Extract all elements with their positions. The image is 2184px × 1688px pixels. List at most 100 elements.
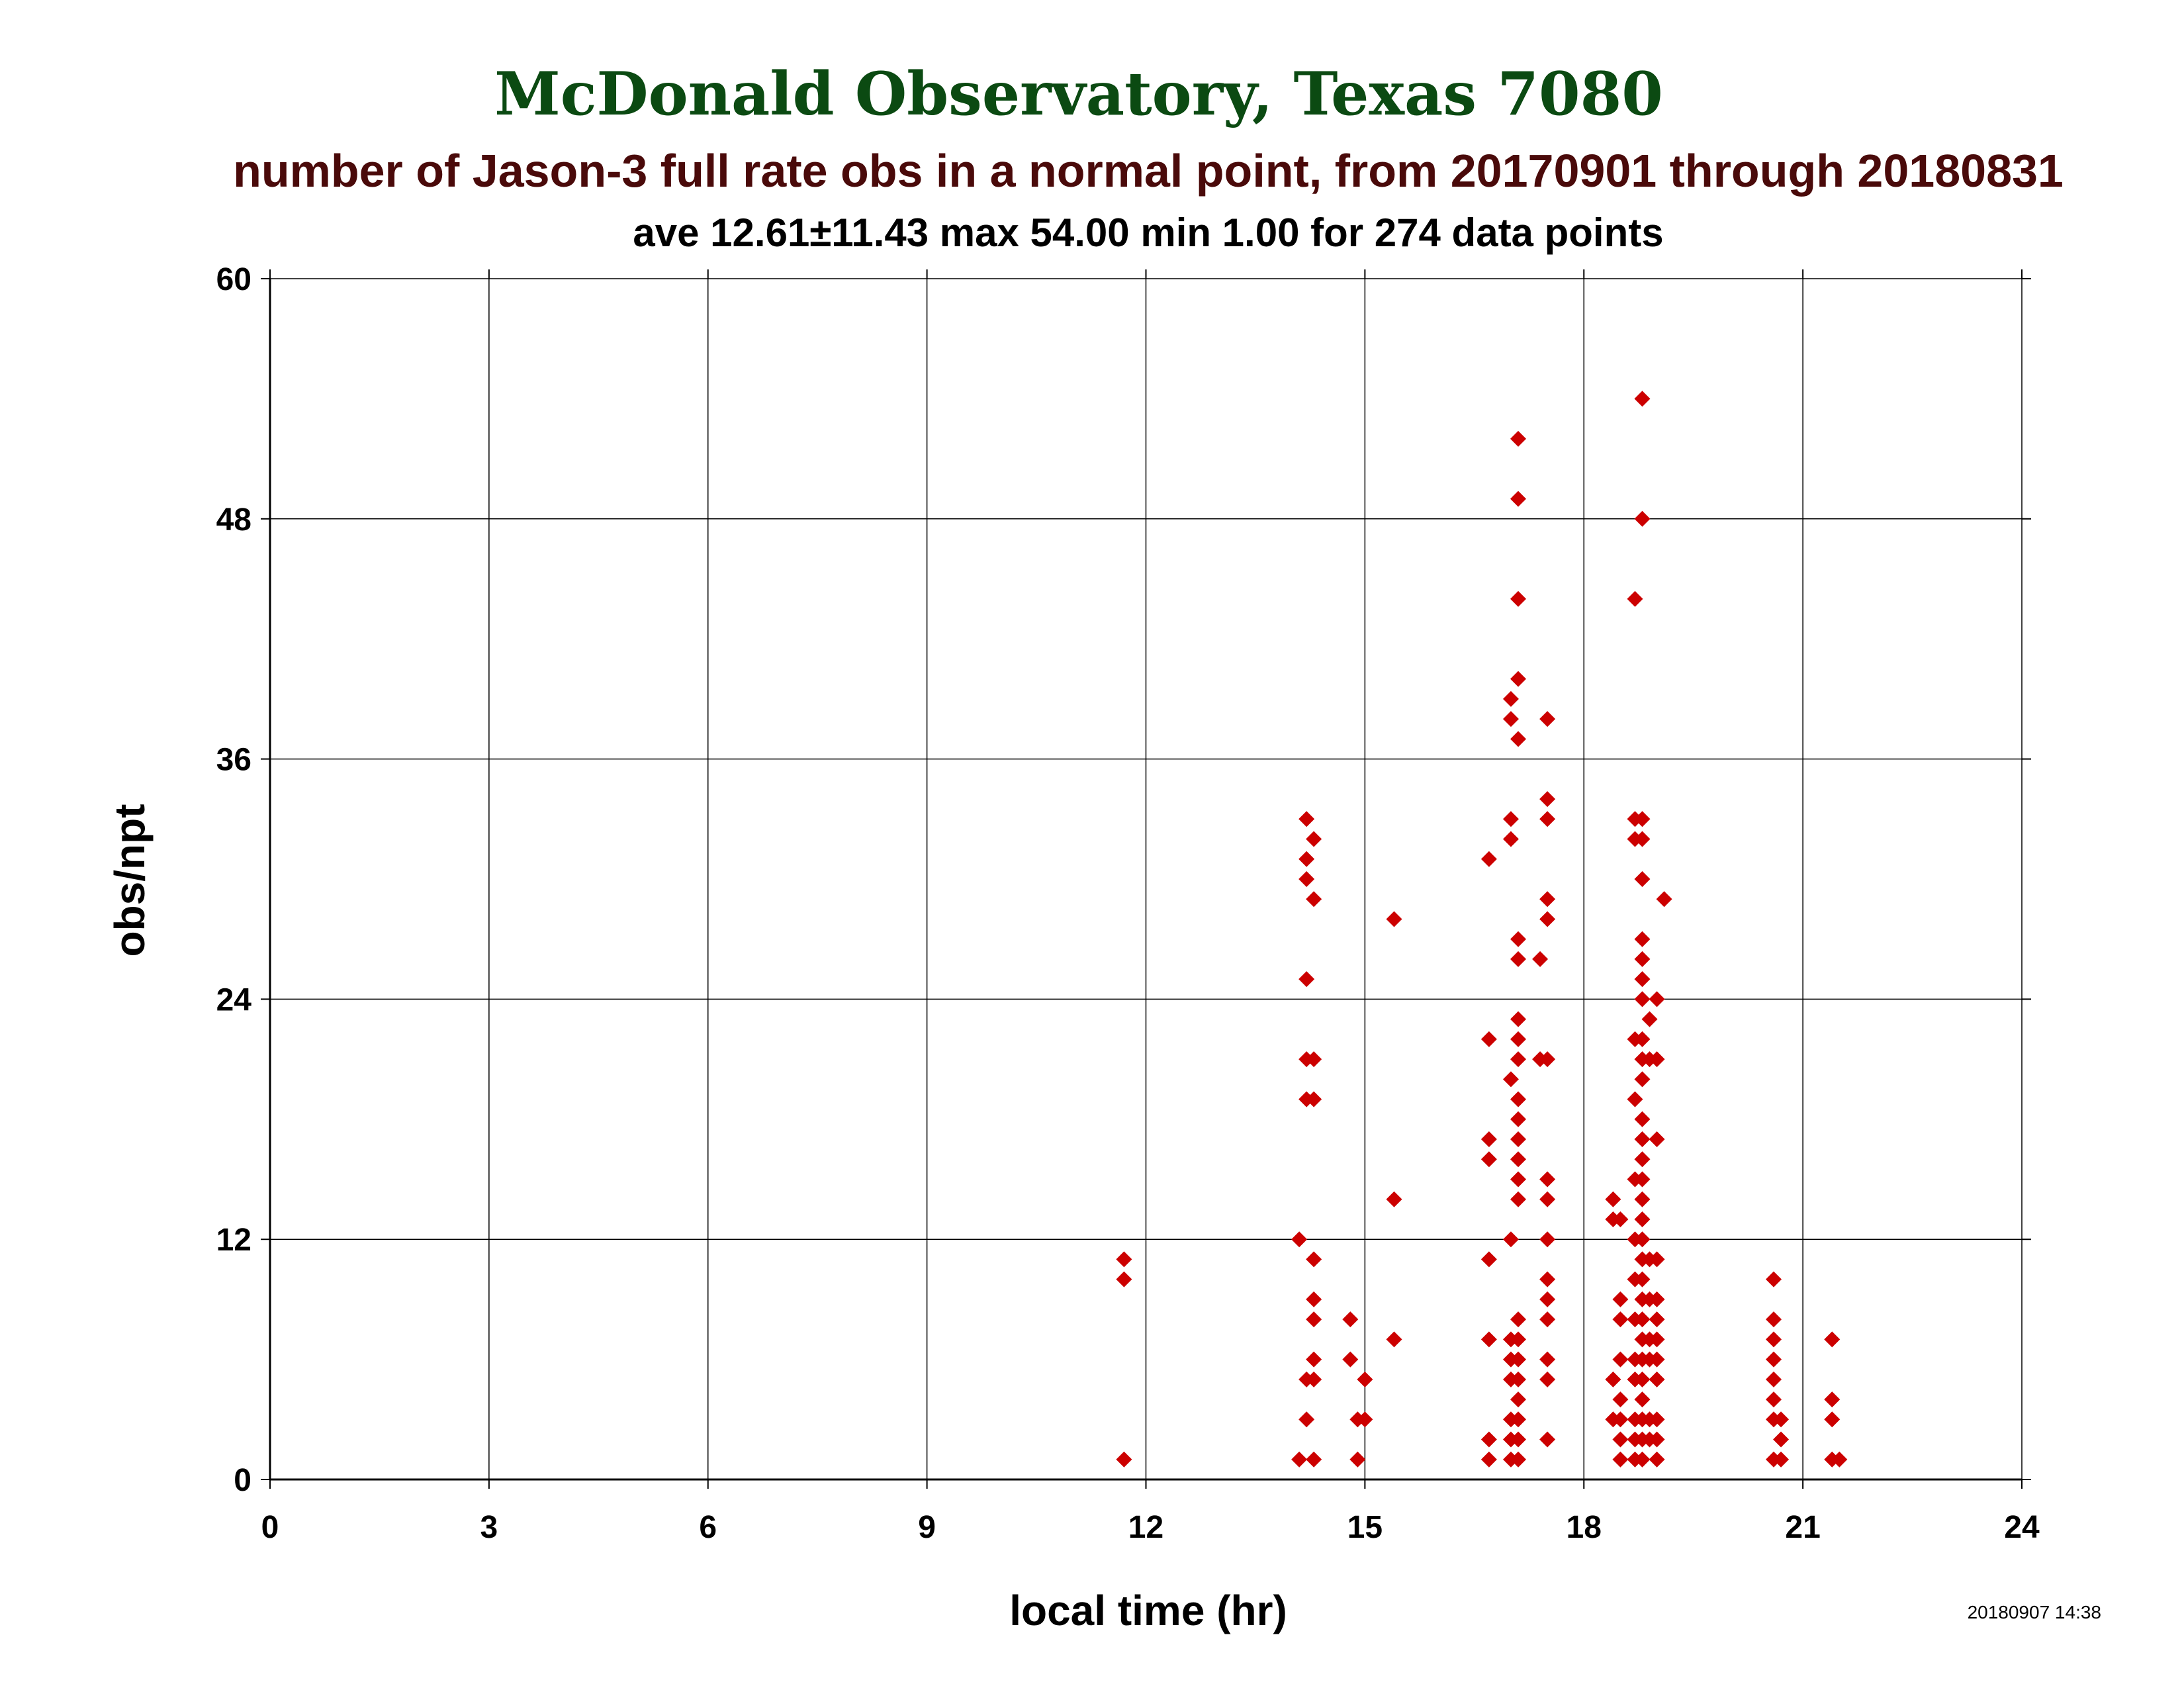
data-point bbox=[1649, 991, 1665, 1008]
data-point bbox=[1649, 1131, 1665, 1148]
data-point bbox=[1634, 1451, 1651, 1468]
data-point bbox=[1510, 951, 1526, 967]
data-point bbox=[1649, 1411, 1665, 1428]
data-point bbox=[1386, 1331, 1402, 1348]
data-point bbox=[1510, 1331, 1526, 1348]
data-point bbox=[1634, 1231, 1651, 1248]
data-point bbox=[1824, 1411, 1841, 1428]
data-point bbox=[1306, 1251, 1322, 1268]
x-tick-label: 18 bbox=[1567, 1510, 1602, 1545]
data-point bbox=[1510, 1051, 1526, 1068]
data-point bbox=[1773, 1431, 1790, 1448]
data-point bbox=[1298, 851, 1315, 867]
data-point bbox=[1649, 1431, 1665, 1448]
data-point bbox=[1298, 1411, 1315, 1428]
x-axis-ticks: 0 3 6 9 12 15 18 21 24 bbox=[261, 269, 2040, 1545]
data-point bbox=[1480, 1151, 1497, 1168]
data-point bbox=[1627, 1091, 1643, 1107]
y-axis-label: obs/npt bbox=[106, 804, 154, 957]
data-point bbox=[1634, 1371, 1651, 1387]
y-tick-label: 0 bbox=[234, 1463, 251, 1498]
data-point bbox=[1634, 1171, 1651, 1188]
data-point bbox=[1306, 891, 1322, 908]
data-point bbox=[1766, 1351, 1782, 1368]
data-point bbox=[1510, 491, 1526, 507]
data-point bbox=[1510, 1411, 1526, 1428]
y-tick-label: 12 bbox=[216, 1223, 251, 1258]
data-point bbox=[1306, 1091, 1322, 1107]
data-point bbox=[1502, 690, 1519, 707]
data-point bbox=[1116, 1451, 1132, 1468]
data-point bbox=[1656, 891, 1672, 908]
data-point bbox=[1510, 931, 1526, 947]
data-point bbox=[1539, 1371, 1556, 1387]
data-point bbox=[1480, 1131, 1497, 1148]
data-point bbox=[1641, 1011, 1658, 1027]
data-point bbox=[1510, 1311, 1526, 1328]
x-tick-label: 3 bbox=[480, 1510, 498, 1545]
data-point bbox=[1634, 811, 1651, 827]
y-tick-label: 60 bbox=[216, 262, 251, 297]
data-point bbox=[1766, 1271, 1782, 1288]
data-point bbox=[1480, 1431, 1497, 1448]
data-point bbox=[1539, 811, 1556, 827]
data-point bbox=[1510, 731, 1526, 747]
data-point bbox=[1766, 1311, 1782, 1328]
data-point bbox=[1539, 1051, 1556, 1068]
data-point bbox=[1634, 391, 1651, 407]
data-point bbox=[1480, 1451, 1497, 1468]
data-point bbox=[1342, 1351, 1359, 1368]
data-point bbox=[1386, 911, 1402, 927]
data-point bbox=[1634, 971, 1651, 988]
data-point bbox=[1539, 1171, 1556, 1188]
data-point bbox=[1612, 1351, 1629, 1368]
data-point bbox=[1649, 1371, 1665, 1387]
x-tick-label: 0 bbox=[261, 1510, 279, 1545]
data-point bbox=[1539, 1191, 1556, 1207]
data-point bbox=[1116, 1271, 1132, 1288]
data-point bbox=[1480, 1331, 1497, 1348]
data-point bbox=[1298, 811, 1315, 827]
data-point bbox=[1824, 1331, 1841, 1348]
data-point bbox=[1605, 1191, 1621, 1207]
data-point bbox=[1502, 1231, 1519, 1248]
data-point bbox=[1612, 1211, 1629, 1227]
data-point bbox=[1634, 1151, 1651, 1168]
data-point bbox=[1510, 1351, 1526, 1368]
data-point bbox=[1539, 1311, 1556, 1328]
data-point bbox=[1634, 1311, 1651, 1328]
data-point bbox=[1634, 931, 1651, 947]
data-point bbox=[1510, 1451, 1526, 1468]
data-point bbox=[1480, 851, 1497, 867]
y-tick-label: 36 bbox=[216, 743, 251, 778]
grid-lines bbox=[269, 278, 2023, 1480]
x-tick-label: 24 bbox=[2004, 1510, 2040, 1545]
x-tick-label: 9 bbox=[918, 1510, 936, 1545]
y-tick-label: 24 bbox=[216, 982, 252, 1017]
data-point bbox=[1627, 590, 1643, 607]
data-point bbox=[1306, 1311, 1322, 1328]
data-point bbox=[1291, 1451, 1308, 1468]
data-point bbox=[1502, 811, 1519, 827]
x-tick-label: 21 bbox=[1785, 1510, 1820, 1545]
data-point bbox=[1532, 951, 1549, 967]
data-point bbox=[1612, 1291, 1629, 1307]
x-axis-label: local time (hr) bbox=[1009, 1587, 1287, 1634]
data-point bbox=[1634, 831, 1651, 847]
x-tick-label: 6 bbox=[699, 1510, 717, 1545]
data-point bbox=[1824, 1391, 1841, 1408]
data-point bbox=[1539, 911, 1556, 927]
data-point bbox=[1539, 1351, 1556, 1368]
data-point bbox=[1306, 1371, 1322, 1387]
data-point bbox=[1510, 1111, 1526, 1127]
chart-subtitle: number of Jason-3 full rate obs in a nor… bbox=[233, 145, 2064, 197]
data-point bbox=[1306, 1291, 1322, 1307]
data-point bbox=[1612, 1451, 1629, 1468]
data-point bbox=[1634, 510, 1651, 527]
data-point bbox=[1539, 1231, 1556, 1248]
data-point bbox=[1298, 871, 1315, 887]
data-point bbox=[1539, 711, 1556, 727]
data-point bbox=[1649, 1351, 1665, 1368]
data-point bbox=[1502, 711, 1519, 727]
